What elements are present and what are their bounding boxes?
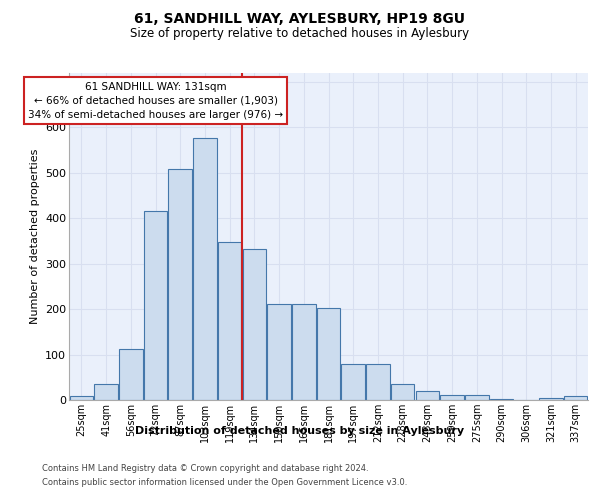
Bar [440,394,464,400]
Bar [490,398,513,400]
Bar [341,364,365,400]
Bar [292,304,316,400]
Bar [193,138,217,400]
Bar [268,304,291,400]
Bar [70,396,93,400]
Bar [119,349,143,400]
Bar [94,384,118,400]
Text: Size of property relative to detached houses in Aylesbury: Size of property relative to detached ho… [130,27,470,40]
Bar [218,242,241,400]
Bar [564,396,587,400]
Text: 61, SANDHILL WAY, AYLESBURY, HP19 8GU: 61, SANDHILL WAY, AYLESBURY, HP19 8GU [134,12,466,26]
Bar [416,391,439,400]
Bar [366,364,389,400]
Bar [391,384,415,400]
Bar [242,248,266,400]
Y-axis label: Number of detached properties: Number of detached properties [29,148,40,324]
Bar [317,308,340,400]
Bar [144,211,167,400]
Text: Distribution of detached houses by size in Aylesbury: Distribution of detached houses by size … [136,426,464,436]
Text: Contains HM Land Registry data © Crown copyright and database right 2024.: Contains HM Land Registry data © Crown c… [42,464,368,473]
Bar [465,394,488,400]
Bar [169,170,192,400]
Text: 61 SANDHILL WAY: 131sqm
← 66% of detached houses are smaller (1,903)
34% of semi: 61 SANDHILL WAY: 131sqm ← 66% of detache… [28,82,283,120]
Bar [539,398,563,400]
Text: Contains public sector information licensed under the Open Government Licence v3: Contains public sector information licen… [42,478,407,487]
